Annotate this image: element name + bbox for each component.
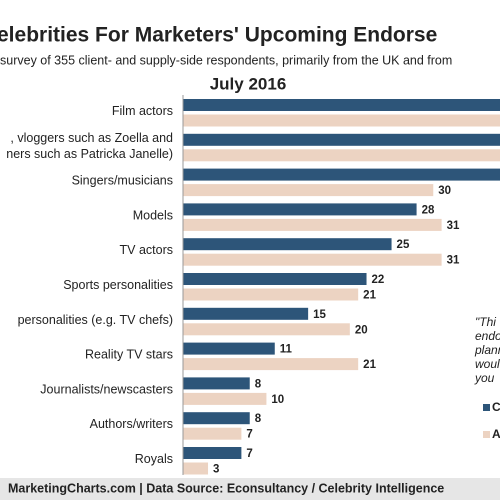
bar [183,307,309,320]
y-tick-label: Singers/musicians [72,174,173,188]
chart-title: elebrities For Marketers' Upcoming Endor… [0,24,437,47]
data-label: 15 [313,309,326,321]
data-label: 3 [213,464,219,476]
data-label: 28 [422,204,435,216]
data-label: 30 [438,185,451,197]
bar [183,218,442,231]
bar [183,412,250,425]
data-label: 10 [271,394,284,406]
data-label: 7 [246,448,252,460]
y-tick-label: Royals [135,452,173,466]
bar [183,358,359,371]
annotation: planned, [474,343,500,357]
data-label: 8 [255,413,262,425]
bar [183,114,500,127]
data-label: 20 [355,324,368,336]
data-label: 31 [447,255,460,267]
bar [183,99,500,111]
bar [183,462,209,475]
y-tick-label: , vloggers such as Zoella and ners such a… [6,131,173,161]
data-label: 22 [372,274,385,286]
y-tick-label: Models [133,209,173,223]
data-label: 8 [255,378,262,390]
footer: MarketingCharts.com | Data Source: Econs… [8,481,444,495]
legend-swatch [483,404,490,411]
annotation: you [474,371,495,385]
data-label: 31 [447,220,460,232]
bar [183,342,275,355]
bar [183,149,500,162]
chart-subtitle: survey of 355 client- and supply-side re… [0,53,452,67]
date-label: July 2016 [210,74,287,93]
y-tick-label: Film actors [112,104,173,118]
bar [183,238,392,251]
bar [183,427,242,440]
annotation: endo [475,329,500,343]
legend-label: Co [492,400,500,414]
y-tick-label: TV actors [120,243,174,257]
y-tick-label: personalities (e.g. TV chefs) [18,313,173,327]
bar [183,323,350,336]
bar [183,168,500,181]
y-tick-label: Journalists/newscasters [40,383,173,397]
bar [183,377,250,390]
y-tick-label: Authors/writers [90,417,173,431]
footer-band [0,478,500,500]
y-tick-label: Sports personalities [63,278,173,292]
y-tick-label: Reality TV stars [85,348,173,362]
bar [183,203,417,216]
bar [183,288,359,301]
data-label: 21 [363,290,376,302]
bar [183,133,500,146]
data-label: 21 [363,359,376,371]
legend-label: A [492,427,500,441]
bar [183,253,442,266]
data-label: 25 [397,239,410,251]
bar [183,273,367,285]
bar [183,447,242,459]
annotation: would [475,357,500,371]
bar [183,184,434,197]
legend-swatch [483,431,490,438]
data-label: 7 [246,429,252,441]
bar [183,392,267,405]
annotation: "Thi [475,315,496,329]
data-label: 11 [280,344,293,356]
